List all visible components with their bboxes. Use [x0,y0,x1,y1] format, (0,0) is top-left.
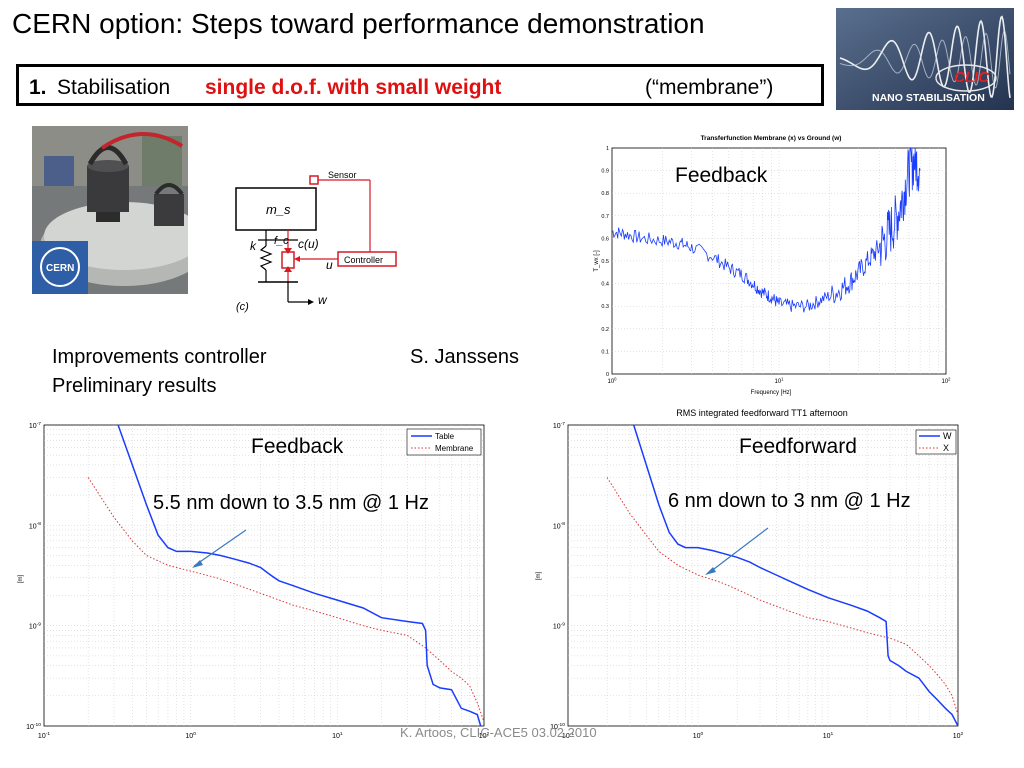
notes-line2: Preliminary results [52,375,217,397]
chart2-xtick: 100 [693,731,704,740]
feedback-rms-chart: 10-1 100 101 102 10-10 10-9 10-8 10-7 [m] Feedb… [18,421,490,740]
chart1-xtick: 101 [332,731,343,740]
chart1-ytick: 10-7 [29,421,41,430]
chart1-plot-area [43,424,485,727]
chart2-title: RMS integrated feedforward TT1 afternoon [676,408,847,418]
chart2-ylabel: [m] [536,572,542,581]
chart1-callout: 5.5 nm down to 3.5 nm @ 1 Hz [153,492,429,514]
subtitle-plain: Stabilisation [57,76,171,99]
sdof-schematic: m_s k f_c c(u) w Sensor Controller u (c) [235,170,397,313]
input-label: u [326,258,333,272]
chart2-ytick: 10-7 [553,421,565,430]
chart2-series-x [606,477,959,715]
chart1-xtick: 100 [185,731,196,740]
subtitle-number: 1. [29,76,47,99]
chart1-legend: Table Membrane [406,428,482,456]
chart1-ytick: 10-9 [29,622,41,631]
cern-badge: CERN [46,263,74,274]
chart1-ytick: 10-8 [29,521,41,530]
chart2-xtick: 101 [823,731,834,740]
spring-icon [259,245,273,271]
sensor-icon [309,175,319,185]
logo-text-sub: NANO STABILISATION [872,92,985,104]
chart0-annotation: Feedback [675,164,768,187]
chart2-ytick: 10-10 [550,722,565,731]
logo-text-main: CLIC [954,69,990,86]
chart0-ytick: 0.8 [601,191,609,197]
chart1-legend-table: Table [435,432,455,441]
chart2-legend-w: W [943,431,952,441]
notes-line1: Improvements controller [52,346,267,368]
chart2-xtick: 102 [953,731,964,740]
chart0-xtick: 102 [941,376,951,385]
mass-block [235,187,317,231]
chart2-xtick: 10-1 [562,731,574,740]
chart1-annotation: Feedback [251,435,344,458]
chart0-ylabel: T_wx [-] [594,250,600,272]
chart0-ytick: 0.9 [601,169,609,175]
chart2-ytick: 10-9 [553,622,565,631]
chart0-ytick: 0.4 [601,282,609,288]
chart2-callout-arrow [709,527,769,573]
chart0-ytick: 0.5 [601,259,609,265]
slide-title: CERN option: Steps toward performance de… [12,8,705,39]
figure-label: (c) [236,301,249,313]
chart2-ytick: 10-8 [553,521,565,530]
chart2-legend-x: X [943,443,949,453]
subtitle-highlight: single d.o.f. with small weight [205,76,502,99]
mass-label: m_s [266,202,291,217]
chart0-ytick: 0.7 [601,214,609,220]
chart1-xtick: 10-1 [38,731,50,740]
subtitle-right: (“membrane”) [645,76,774,99]
controller-label: Controller [344,255,383,265]
transfer-function-chart: Transferfunction Membrane (x) vs Ground … [594,135,951,396]
chart0-title: Transferfunction Membrane (x) vs Ground … [701,135,842,142]
ground-label: w [318,293,328,307]
chart0-ytick: 0.2 [601,327,609,333]
membrane-setup-photo: CERN [32,126,188,294]
chart1-series-table [117,424,482,727]
chart0-xtick: 101 [774,376,784,385]
chart0-ytick: 0.3 [601,304,609,310]
spring-label: k [250,239,257,253]
control-label: c(u) [298,237,319,251]
chart2-plot-area [567,424,959,727]
chart1-ylabel: [m] [18,575,24,584]
chart2-series-w [632,424,959,727]
footer-text: K. Artoos, CLIC-ACE5 03.02.2010 [400,725,597,740]
chart0-xlabel: Frequency [Hz] [751,390,792,396]
chart0-ytick: 0 [606,372,609,378]
chart0-ytick: 1 [606,146,609,152]
chart0-series-line [611,147,921,313]
chart2-annotation: Feedforward [739,435,857,458]
chart2-legend: W X [915,429,957,455]
feedforward-rms-chart: RMS integrated feedforward TT1 afternoon… [536,408,964,740]
chart1-legend-membrane: Membrane [435,444,474,453]
chart0-ytick: 0.6 [601,236,609,242]
chart2-callout: 6 nm down to 3 nm @ 1 Hz [668,490,911,512]
membrane-setup-photo-icon: CERN [32,126,188,294]
chart1-series-membrane [87,477,485,722]
subtitle-box: 1. Stabilisation single d.o.f. with smal… [16,64,824,106]
clic-nano-stabilisation-logo: CLIC NANO STABILISATION [836,8,1014,110]
logo-waves-icon: CLIC NANO STABILISATION [836,8,1014,110]
notes-author: S. Janssens [410,346,519,368]
chart1-xtick: 102 [479,731,490,740]
sensor-label: Sensor [328,170,357,180]
force-label: f_c [274,235,289,247]
chart1-ytick: 10-10 [26,722,41,731]
chart1-callout-arrow [193,529,247,567]
actuator-icon [281,251,295,269]
chart0-xtick: 100 [607,376,617,385]
chart0-ytick: 0.1 [601,349,609,355]
